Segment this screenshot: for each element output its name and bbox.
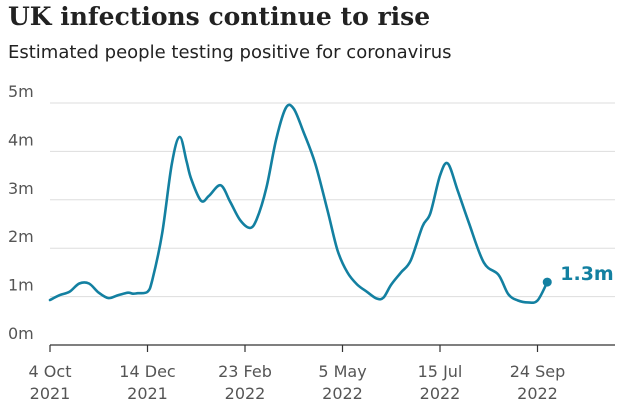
y-tick-label: 0m <box>8 324 34 343</box>
x-tick-label: 23 Feb 2022 <box>218 362 272 403</box>
end-point-marker <box>542 277 552 287</box>
x-tick-label: 15 Jul 2022 <box>418 362 463 403</box>
annotation-layer: 1.3m <box>542 263 614 287</box>
end-value-label: 1.3m <box>560 263 613 285</box>
x-tick-label: 24 Sep 2022 <box>510 362 566 403</box>
x-tick-label: 4 Oct 2021 <box>29 362 72 403</box>
y-tick-label: 5m <box>8 82 34 101</box>
chart-subtitle: Estimated people testing positive for co… <box>8 42 452 63</box>
series-line <box>48 103 549 305</box>
series-layer <box>48 103 549 305</box>
gridlines <box>50 102 615 298</box>
chart-title: UK infections continue to rise <box>8 2 431 31</box>
y-tick-label: 2m <box>8 227 34 246</box>
x-axis: 4 Oct 2021 14 Dec 2021 23 Feb 2022 5 May 2022 15… <box>29 344 615 403</box>
y-tick-label: 3m <box>8 179 34 198</box>
x-tick-label: 5 May 2022 <box>318 362 366 403</box>
y-axis-ticks: 0m 1m 2m 3m 4m 5m <box>8 82 34 343</box>
x-tick-label: 14 Dec 2021 <box>119 362 175 403</box>
y-tick-label: 4m <box>8 130 34 149</box>
y-tick-label: 1m <box>8 276 34 295</box>
